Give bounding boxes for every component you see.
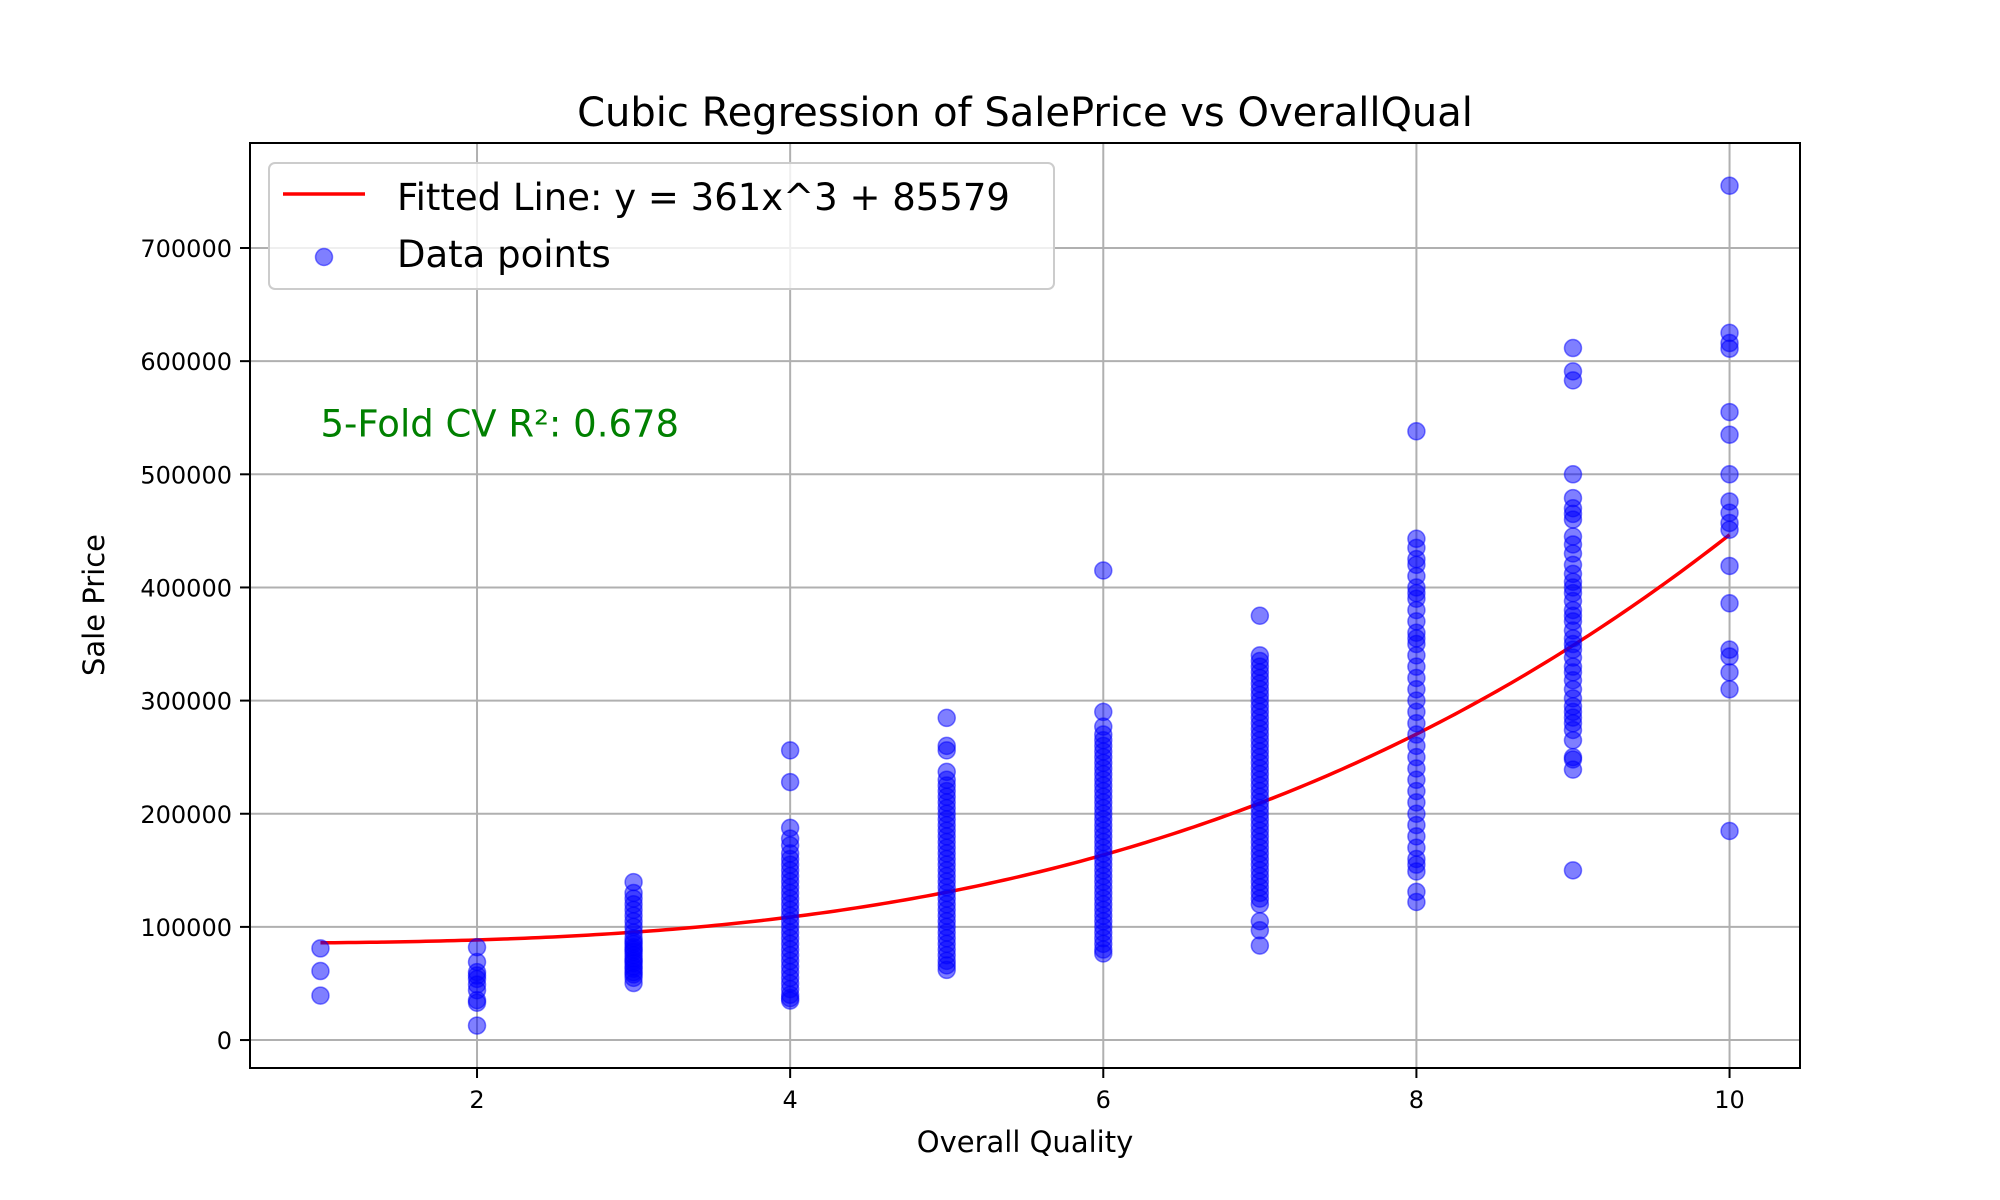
- data-point: [1720, 425, 1739, 444]
- data-point: [780, 991, 800, 1010]
- y-tick-label: 300000: [140, 688, 232, 716]
- y-tick-label: 100000: [140, 914, 232, 942]
- data-point: [1720, 663, 1739, 682]
- y-tick-label: 200000: [140, 801, 232, 829]
- data-point: [1407, 422, 1426, 441]
- data-point: [1720, 339, 1739, 358]
- data-points-layer: [311, 176, 1739, 1035]
- data-point: [780, 772, 800, 792]
- legend-label-data-points: Data points: [397, 233, 611, 276]
- x-tick-label: 2: [469, 1086, 484, 1114]
- data-point: [1407, 862, 1426, 881]
- legend-label-fitted-line: Fitted Line: y = 361x^3 + 85579: [397, 176, 1010, 219]
- data-point: [1720, 821, 1739, 841]
- x-tick-label: 8: [1409, 1086, 1424, 1114]
- data-point: [1563, 510, 1583, 529]
- data-point: [311, 986, 330, 1005]
- legend-box: [268, 162, 1055, 290]
- data-point: [1720, 594, 1739, 613]
- y-axis-ticks: 0 100000 200000 300000 400000 500000 600000 700…: [140, 235, 250, 1055]
- data-point: [1563, 465, 1583, 484]
- data-point: [311, 939, 330, 958]
- data-point: [1720, 402, 1739, 422]
- x-axis-label: Overall Quality: [917, 1125, 1133, 1159]
- y-tick-label: 400000: [140, 574, 232, 602]
- data-point: [937, 741, 956, 760]
- data-point: [1720, 556, 1739, 576]
- data-point: [1094, 561, 1113, 580]
- legend: Fitted Line: y = 361x^3 + 85579 Data poi…: [268, 162, 1055, 290]
- data-point: [1563, 730, 1583, 750]
- axes-frame: [249, 142, 1801, 1069]
- data-point: [1250, 936, 1270, 955]
- x-tick-label: 6: [1096, 1086, 1111, 1114]
- cv-r2-annotation: 5-Fold CV R²: 0.678: [320, 402, 679, 445]
- data-point: [1720, 680, 1739, 699]
- data-point: [937, 708, 956, 728]
- y-tick-label: 600000: [140, 348, 232, 376]
- data-point: [1250, 606, 1270, 625]
- data-point: [1250, 895, 1270, 914]
- fitted-line: [320, 533, 1731, 945]
- data-point: [1720, 465, 1739, 484]
- y-axis-label: Sale Price: [77, 534, 111, 676]
- data-point: [1094, 944, 1113, 963]
- x-axis-ticks: 2 4 6 8 10: [469, 1068, 1745, 1114]
- data-point: [1720, 520, 1739, 539]
- data-point: [1720, 176, 1739, 196]
- data-point: [937, 960, 956, 980]
- x-tick-label: 4: [783, 1086, 798, 1114]
- y-tick-label: 500000: [140, 461, 232, 489]
- data-point: [780, 741, 800, 760]
- fitted-line-layer: [320, 533, 1731, 945]
- data-point: [1563, 861, 1583, 880]
- data-point: [467, 993, 487, 1012]
- data-point: [1250, 921, 1270, 940]
- data-point: [1563, 371, 1583, 390]
- y-tick-label: 700000: [140, 235, 232, 263]
- data-point: [311, 961, 330, 981]
- chart-title: Cubic Regression of SalePrice vs Overall…: [577, 90, 1473, 136]
- grid: [250, 143, 1800, 1068]
- data-point: [1407, 892, 1426, 912]
- legend-marker-swatch: [314, 247, 334, 267]
- data-point: [624, 973, 643, 993]
- data-point: [1563, 760, 1583, 779]
- data-point: [467, 1016, 487, 1035]
- data-point: [1563, 338, 1583, 358]
- x-tick-label: 10: [1714, 1086, 1745, 1114]
- data-point: [1720, 647, 1739, 666]
- y-tick-label: 0: [217, 1027, 232, 1055]
